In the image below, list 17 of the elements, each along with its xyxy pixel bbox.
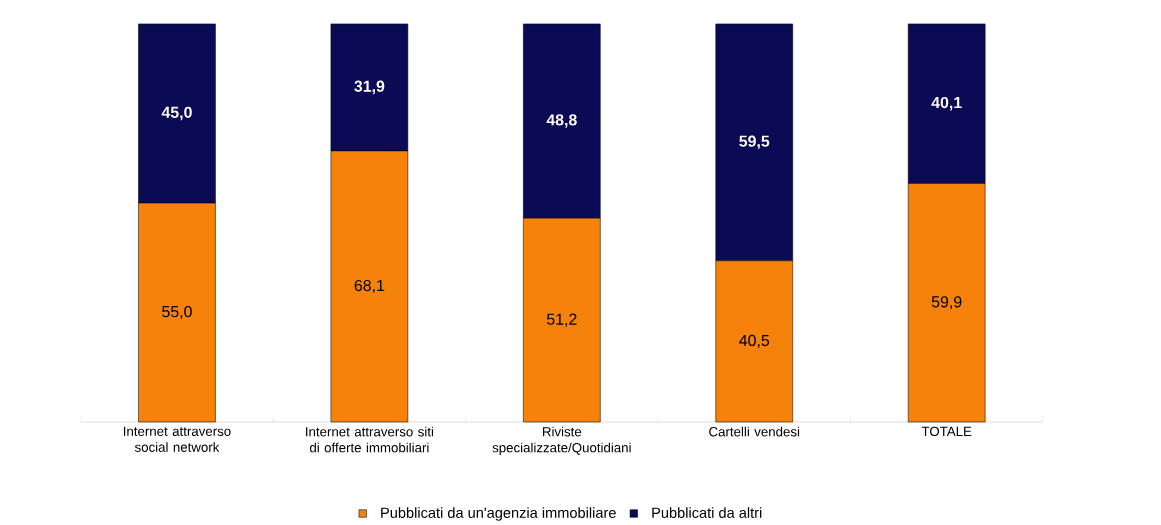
x-tick-label: Cartelli vendesi [709, 426, 800, 437]
legend-label: Pubblicati da altri [652, 507, 762, 518]
x-tick-label: Riviste specializzate/Quotidiani [492, 426, 631, 455]
data-label: 59,9 [931, 296, 962, 310]
data-label: 40,1 [931, 96, 962, 111]
legend-label: Pubblicati da un'agenzia immobiliare [381, 507, 616, 521]
data-label: 40,5 [739, 334, 770, 348]
data-label: 45,0 [161, 106, 192, 121]
data-label: 59,5 [739, 135, 770, 150]
data-label: 48,8 [546, 114, 577, 128]
data-label: 55,0 [162, 305, 192, 320]
x-tick-label: Internet attraverso social network [123, 426, 231, 452]
data-label: 31,9 [354, 80, 385, 95]
data-label: 68,1 [354, 279, 385, 293]
x-tick-label: TOTALE [921, 426, 972, 437]
data-label: 51,2 [546, 313, 577, 327]
x-tick-label: Internet attraverso siti di offerte immobiliari [306, 426, 434, 453]
